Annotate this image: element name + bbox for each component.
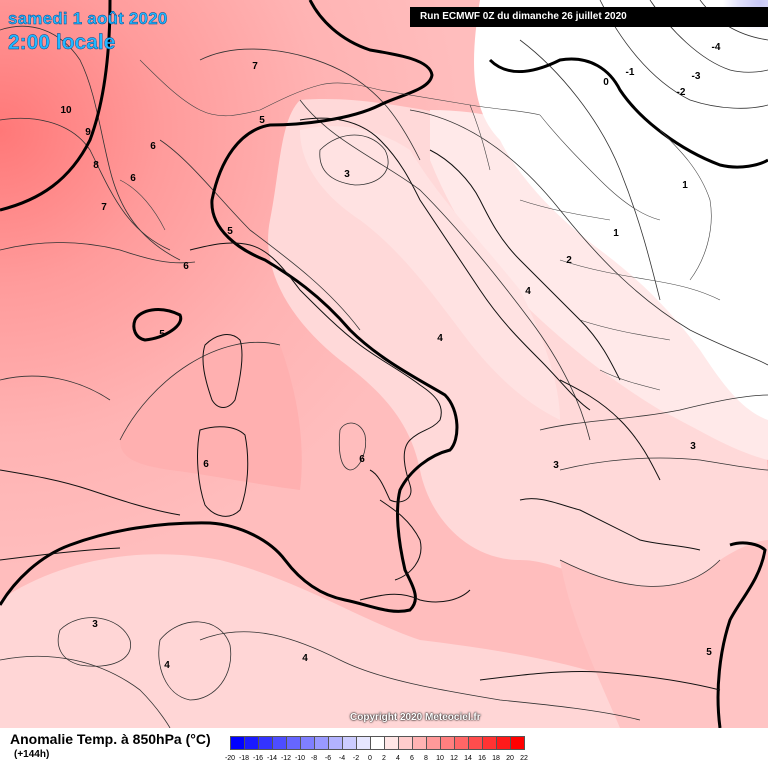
color-scale-label: 8 [424,755,428,762]
color-scale-label: -16 [252,755,264,762]
contour-label: 6 [203,459,209,470]
color-scale-cell [244,736,259,750]
color-scale-label: 18 [492,755,500,762]
contour-label: 5 [259,115,265,126]
contour-label: 4 [164,660,170,671]
coastlines [0,117,721,691]
color-scale-label: 4 [396,755,400,762]
contour-label: 7 [252,61,258,72]
color-scale-label: -8 [310,755,318,762]
color-scale-cell [300,736,315,750]
color-scale-cell [342,736,357,750]
color-scale [230,736,525,750]
contour-label: 3 [690,441,696,452]
contour-label: 2 [566,255,572,266]
color-scale-cell [496,736,511,750]
model-run-banner: Run ECMWF 0Z du dimanche 26 juillet 2020 [410,7,768,27]
contour-label: -4 [712,42,721,53]
color-scale-label: -12 [280,755,292,762]
color-scale-cell [230,736,245,750]
contour-label: 5 [706,647,712,658]
color-scale-label: -4 [338,755,346,762]
anomaly-zone-neg [600,0,768,130]
contour-label: 4 [302,653,308,664]
contour-label: 1 [613,228,619,239]
contour-label: 9 [85,127,91,138]
color-scale-label: -10 [294,755,306,762]
legend-footer: Anomalie Temp. à 850hPa (°C) (+144h) -20… [0,728,768,768]
country-borders [119,59,721,391]
color-scale-labels: -20 -18 -16 -14 -12 -10 -8 -6 -4 -2 0 2 4 6 8 10 12 14 16 1… [225,755,570,765]
contour-label: 7 [101,202,107,213]
forecast-date: samedi 1 août 2020 [8,9,168,28]
color-scale-label: 20 [506,755,514,762]
color-scale-cell [384,736,399,750]
anomaly-zone-se [560,540,768,728]
contour-label: 8 [93,160,99,171]
contour-label: 3 [92,619,98,630]
color-scale-cell [454,736,469,750]
color-scale-cell [468,736,483,750]
color-scale-label: 2 [382,755,386,762]
color-scale-cell [258,736,273,750]
forecast-time: 2:00 locale [8,31,116,54]
color-scale-cell [286,736,301,750]
color-scale-label: -6 [324,755,332,762]
contour-label: 4 [525,286,531,297]
color-scale-label: 16 [478,755,486,762]
color-scale-label: 10 [436,755,444,762]
color-scale-cell [510,736,525,750]
anomaly-zone-south [0,554,640,728]
contour-label: 6 [130,173,136,184]
contour-label: 1 [682,180,688,191]
contour-label: 6 [359,454,365,465]
thick-contour-5 [0,0,768,728]
contour-label: 4 [437,333,443,344]
contour-label: 5 [159,329,165,340]
color-scale-label: -14 [266,755,278,762]
color-scale-cell [412,736,427,750]
color-scale-label: 6 [410,755,414,762]
color-scale-label: -2 [352,755,360,762]
color-scale-cell [426,736,441,750]
contour-label: 6 [150,141,156,152]
color-scale-label: 14 [464,755,472,762]
color-scale-cell [440,736,455,750]
anomaly-zone-2 [430,110,768,460]
color-scale-label: 12 [450,755,458,762]
color-scale-label: -18 [238,755,250,762]
contour-label: -3 [692,71,701,82]
color-scale-cell [482,736,497,750]
legend-title: Anomalie Temp. à 850hPa (°C) [10,731,211,747]
color-scale-cell [314,736,329,750]
color-scale-cell [328,736,343,750]
color-scale-cell [370,736,385,750]
contour-label: 0 [603,77,609,88]
contour-label: 3 [553,460,559,471]
copyright-notice: Copyright 2020 Meteociel.fr [350,712,481,723]
lead-time: (+144h) [14,749,50,760]
anomaly-zone-6 [120,342,302,490]
contour-label: -2 [677,87,686,98]
color-scale-label: -20 [224,755,236,762]
color-scale-cell [398,736,413,750]
contour-label: 10 [60,105,72,116]
color-scale-label: 22 [520,755,528,762]
anomaly-zone-3 [300,126,560,420]
color-scale-cell [272,736,287,750]
contour-label: 3 [344,169,350,180]
contour-label: 6 [183,261,189,272]
contour-label: -1 [626,67,635,78]
contour-label: 5 [227,226,233,237]
color-scale-cell [356,736,371,750]
color-scale-label: 0 [368,755,372,762]
